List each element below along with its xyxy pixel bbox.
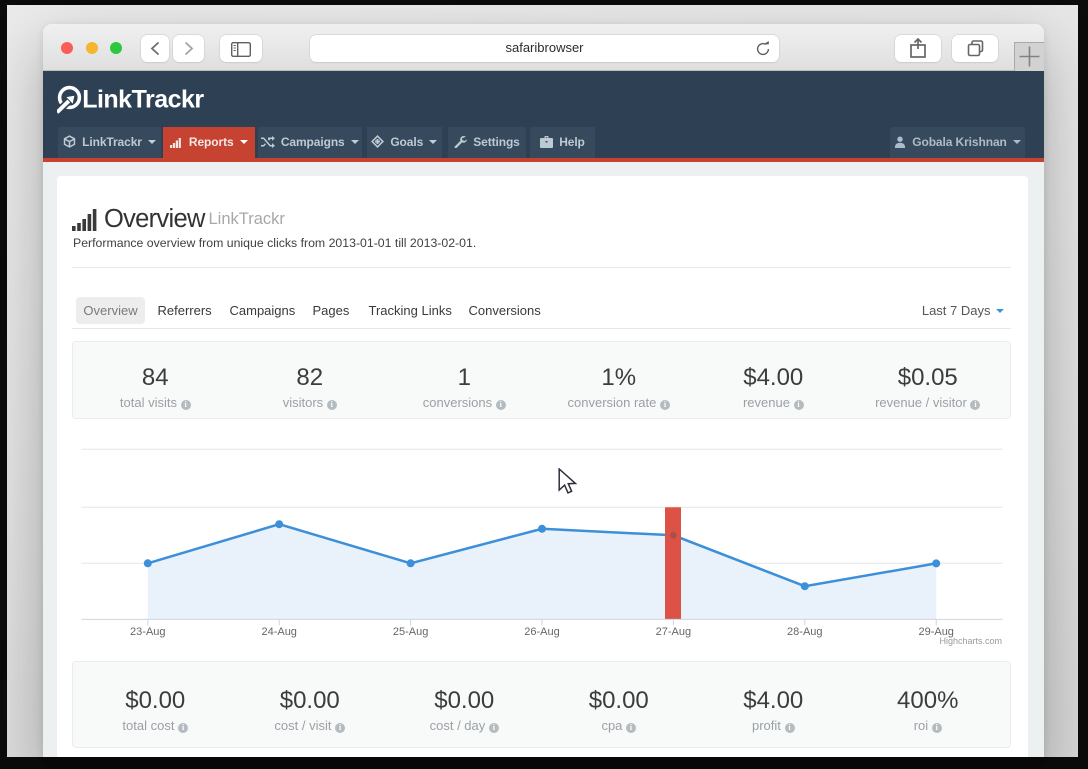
svg-text:23-Aug: 23-Aug: [130, 626, 165, 638]
svg-text:LinkTrackr: LinkTrackr: [82, 85, 204, 113]
svg-text:24-Aug: 24-Aug: [261, 626, 296, 638]
svg-text:25-Aug: 25-Aug: [392, 626, 427, 638]
svg-text:29-Aug: 29-Aug: [918, 626, 953, 638]
svg-text:27-Aug: 27-Aug: [655, 626, 690, 638]
svg-text:26-Aug: 26-Aug: [524, 626, 559, 638]
svg-text:28-Aug: 28-Aug: [787, 626, 822, 638]
